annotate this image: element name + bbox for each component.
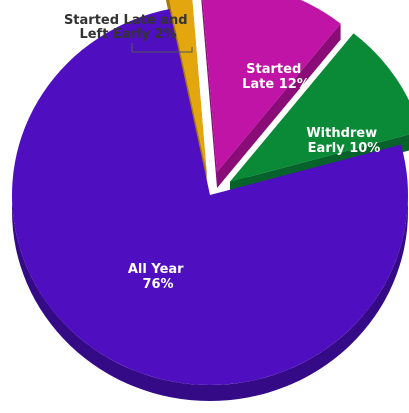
slice-withdrew-early	[230, 33, 409, 182]
slice-label-withdrew-early-line2: Early 10%	[308, 141, 381, 156]
slice-label-all-year-line1: All Year	[128, 262, 184, 277]
slice-label-started-late-left-early-line2: Left Early 2%	[79, 27, 176, 42]
label-leader-line	[131, 43, 193, 53]
pie-slices	[11, 0, 409, 385]
slice-label-withdrew-early: Withdrew Early 10%	[306, 126, 381, 156]
slice-started-late	[202, 0, 341, 173]
slice-started-late-and-left-early	[169, 0, 207, 172]
slice-label-all-year: All Year 76%	[128, 262, 188, 292]
slice-label-started-late-left-early: Started Late and Left Early 2%	[64, 13, 192, 42]
slice-label-started-late-line2: Late 12%	[242, 77, 310, 92]
slice-label-all-year-line2: 76%	[142, 277, 173, 292]
pie-labels: Started Late 12% Withdrew Early 10% All …	[64, 13, 381, 292]
slice-label-started-late-line1: Started	[246, 62, 301, 77]
slice-label-withdrew-early-line1: Withdrew	[306, 126, 377, 141]
slice-all-year	[11, 9, 408, 385]
slice-label-started-late: Started Late 12%	[242, 62, 310, 92]
slice-label-started-late-left-early-line1: Started Late and	[64, 13, 188, 28]
slice-wall-started-late-1	[217, 23, 341, 189]
